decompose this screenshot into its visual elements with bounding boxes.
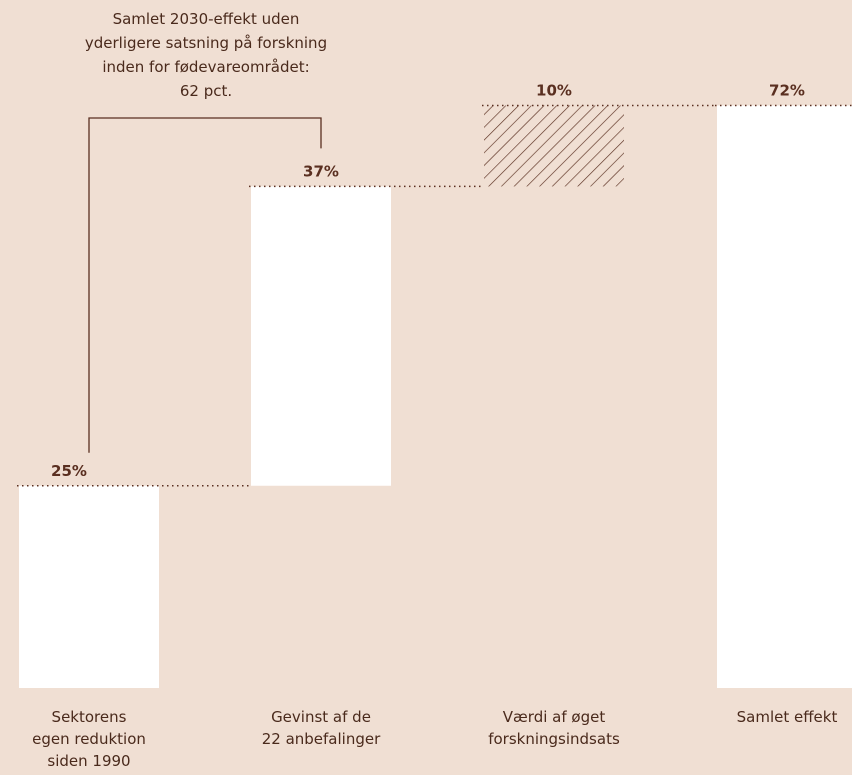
- annotation-group: Samlet 2030-effekt uden yderligere satsn…: [85, 10, 327, 453]
- value-label-4: 72%: [769, 82, 805, 100]
- dotted-guides-group: [17, 104, 852, 487]
- bar-3: [484, 105, 624, 187]
- annotation-line-1: Samlet 2030-effekt uden: [113, 10, 300, 28]
- annotation-bracket: [88, 117, 322, 453]
- category-label-3-line-1: Værdi af øget: [503, 708, 606, 726]
- bar-2: [251, 186, 391, 486]
- value-label-3: 10%: [536, 82, 572, 100]
- category-labels-group: Sektorens egen reduktion siden 1990 Gevinst…: [32, 708, 837, 770]
- value-label-2: 37%: [303, 162, 339, 180]
- category-label-1-line-3: siden 1990: [47, 752, 130, 770]
- annotation-line-3: inden for fødevareområdet:: [102, 58, 309, 76]
- value-label-1: 25%: [51, 462, 87, 480]
- category-label-3-line-2: forskningsindsats: [488, 730, 620, 748]
- value-labels-group: 25% 37% 10% 72%: [51, 82, 805, 480]
- bar-4: [717, 105, 852, 688]
- category-label-1-line-2: egen reduktion: [32, 730, 146, 748]
- bar-1: [19, 485, 159, 688]
- category-label-2-line-2: 22 anbefalinger: [262, 730, 381, 748]
- annotation-line-2: yderligere satsning på forskning: [85, 34, 327, 52]
- bars-group: [19, 105, 852, 688]
- category-label-2-line-1: Gevinst af de: [271, 708, 371, 726]
- category-label-4-line-1: Samlet effekt: [737, 708, 838, 726]
- annotation-line-4: 62 pct.: [180, 82, 232, 100]
- category-label-1-line-1: Sektorens: [52, 708, 127, 726]
